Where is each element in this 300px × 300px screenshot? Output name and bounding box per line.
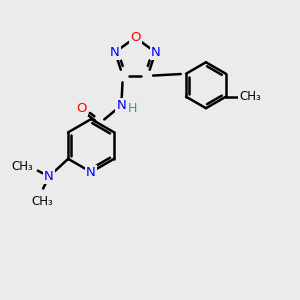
Text: H: H <box>128 102 137 116</box>
Text: CH₃: CH₃ <box>239 90 261 103</box>
Text: N: N <box>116 99 126 112</box>
Text: O: O <box>76 102 87 116</box>
Text: N: N <box>44 170 54 183</box>
Text: CH₃: CH₃ <box>32 195 53 208</box>
Text: O: O <box>130 31 140 44</box>
Text: N: N <box>110 46 120 59</box>
Text: CH₃: CH₃ <box>12 160 33 173</box>
Text: N: N <box>86 166 96 178</box>
Text: N: N <box>151 46 160 59</box>
